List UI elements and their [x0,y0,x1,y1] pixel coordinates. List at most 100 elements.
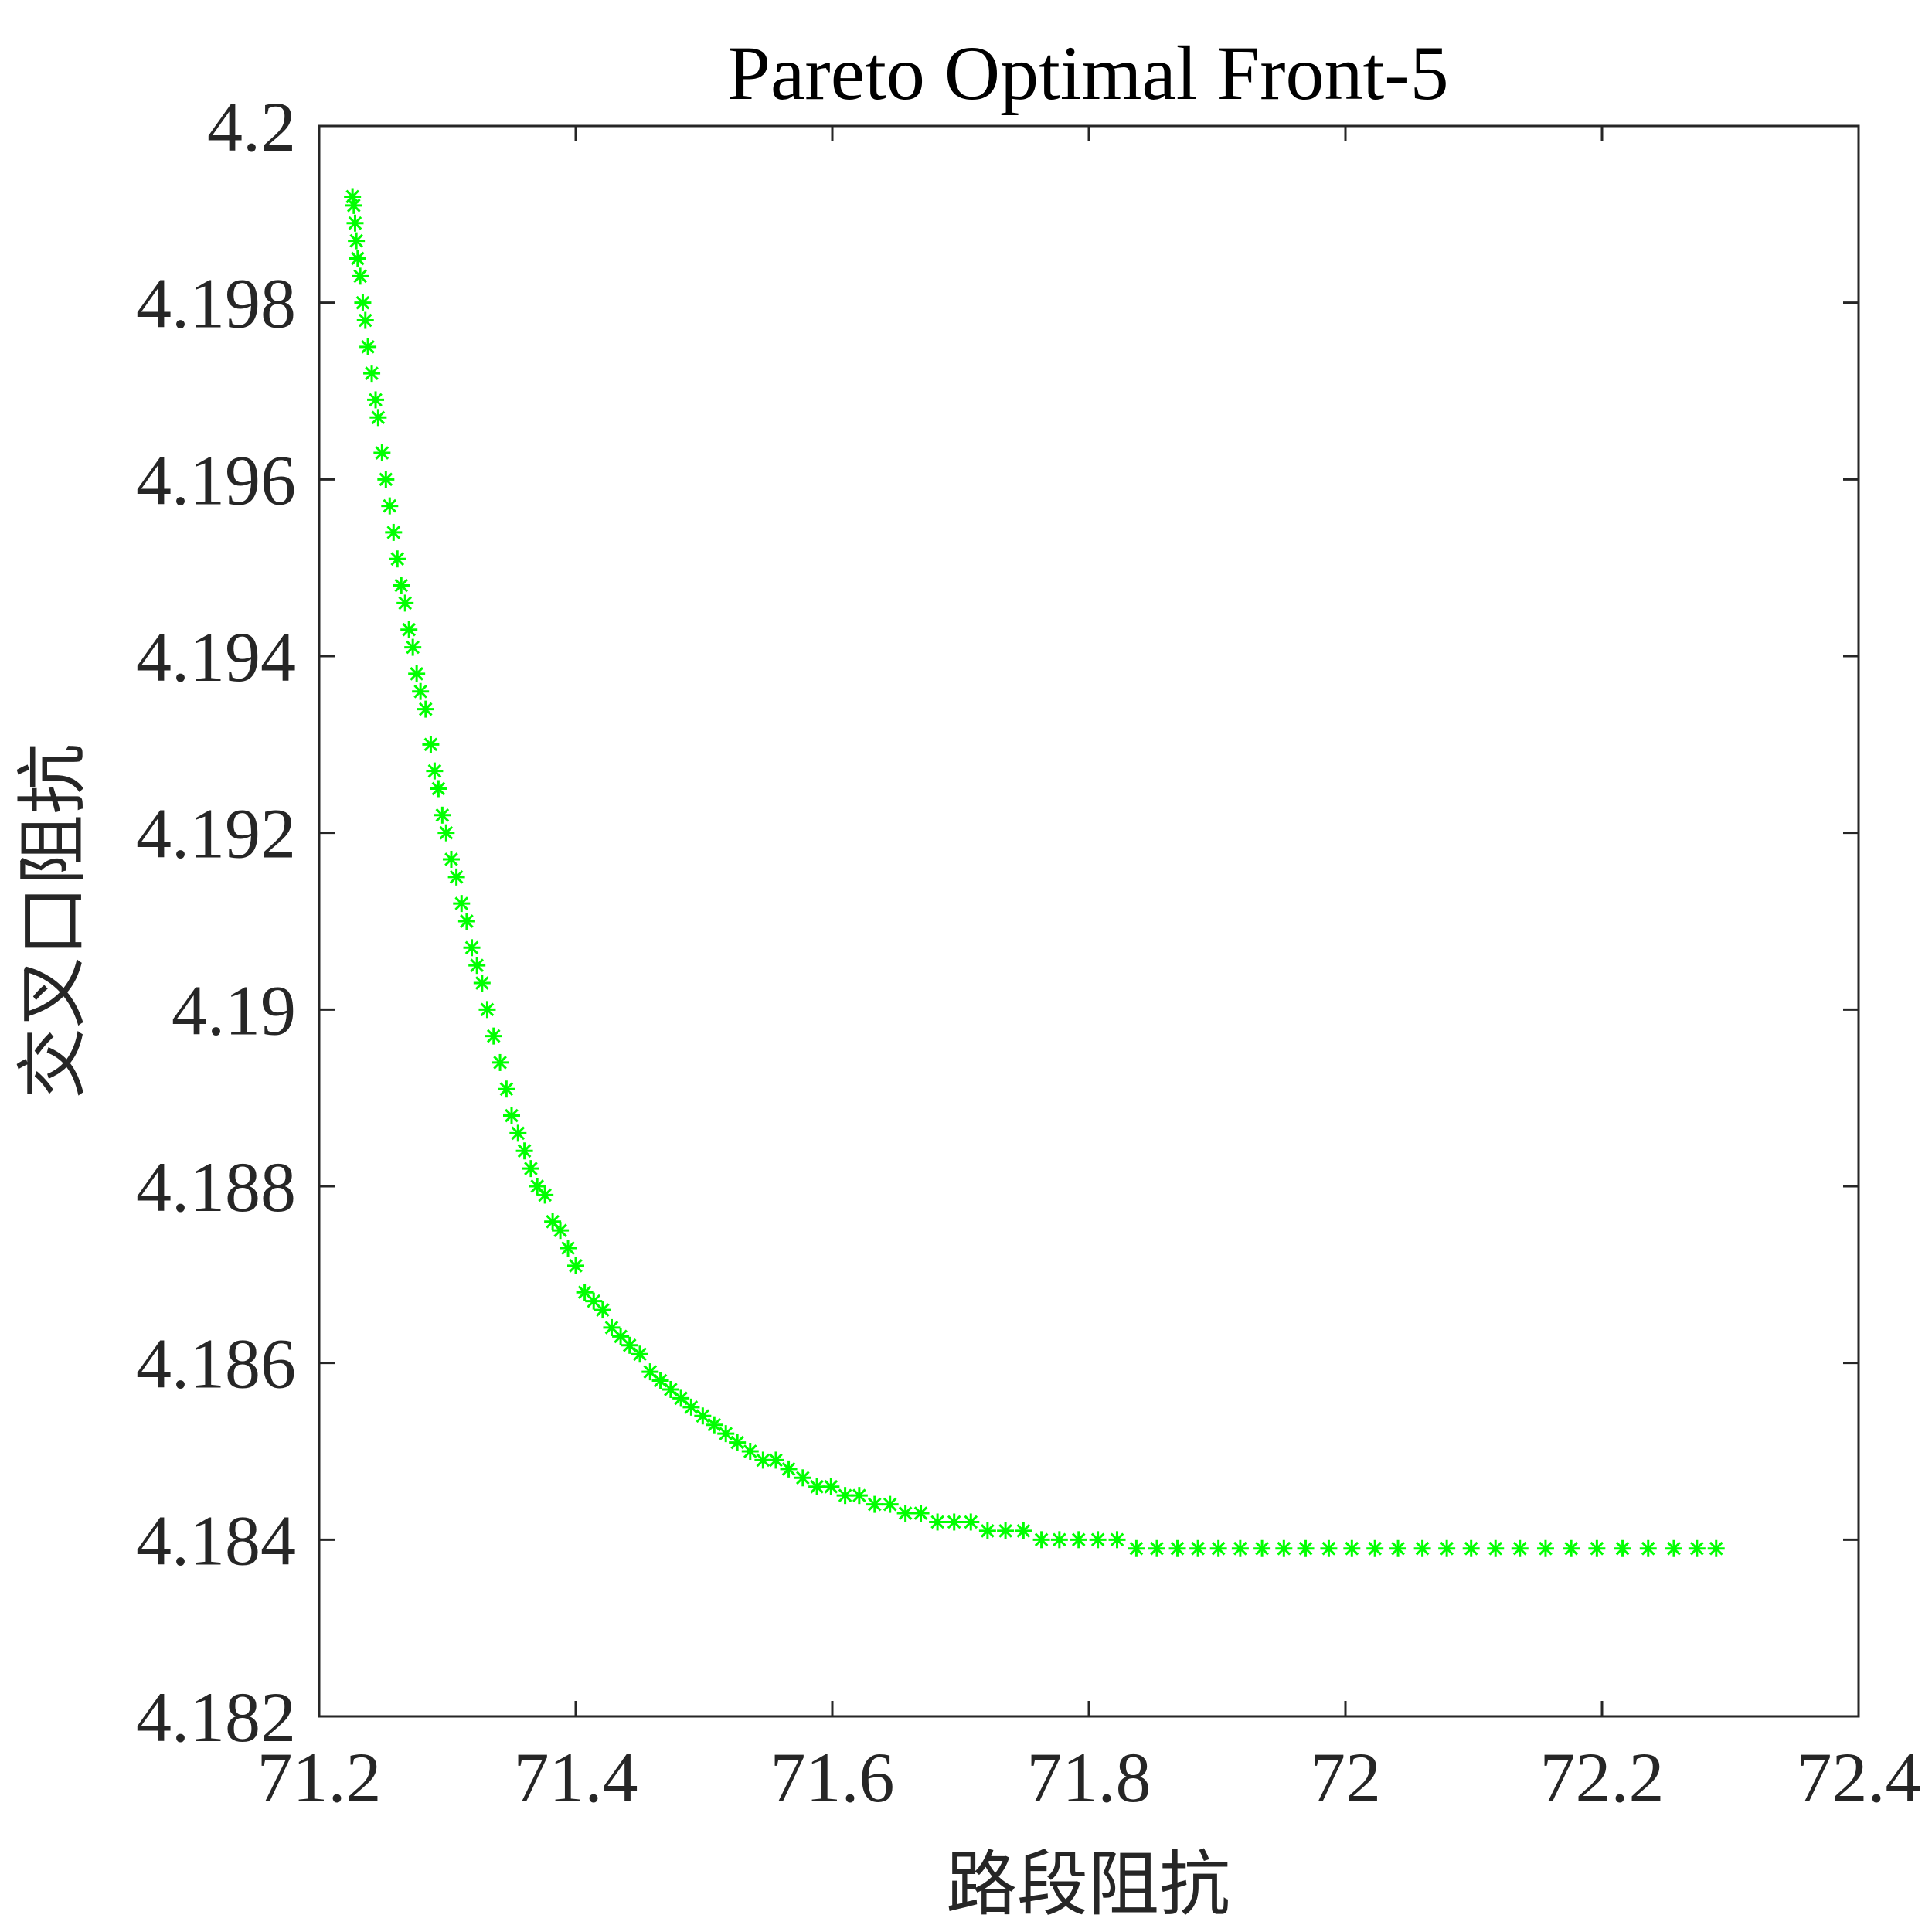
data-point [682,1398,700,1416]
data-point [430,780,447,798]
data-point [1209,1539,1227,1557]
data-point [1438,1539,1456,1557]
data-point [1275,1539,1293,1557]
x-tick-label: 71.2 [257,1738,382,1817]
y-axis-label: 交叉口阻抗 [12,743,94,1099]
data-point [1297,1539,1315,1557]
y-tick-label: 4.2 [207,87,296,166]
data-point [473,975,491,992]
data-point [1343,1539,1361,1557]
data-point [422,736,440,753]
data-point [1707,1539,1725,1557]
data-point [881,1495,899,1513]
x-tick-label: 71.8 [1027,1738,1151,1817]
data-point [780,1460,798,1478]
data-point [369,409,387,427]
data-point [377,471,395,488]
data-point [552,1222,570,1240]
data-point [1015,1522,1032,1539]
data-point [344,188,362,206]
data-point [385,523,403,541]
data-point [808,1478,826,1495]
data-point [694,1407,712,1425]
data-point [356,311,374,329]
data-point [509,1124,527,1142]
data-point [457,913,475,930]
data-point [478,1001,496,1019]
data-point [437,824,455,842]
y-tick-label: 4.182 [136,1678,296,1757]
data-point [389,550,406,568]
data-point [1168,1539,1186,1557]
data-point [997,1522,1015,1539]
data-point [393,577,410,594]
data-point [404,638,422,656]
data-point [468,957,486,975]
data-point [485,1027,502,1045]
data-point [408,665,426,682]
data-point [672,1389,690,1407]
data-point [1032,1531,1050,1549]
data-point [567,1257,584,1274]
x-tick-label: 71.6 [770,1738,895,1817]
data-point [1563,1539,1580,1557]
data-point [373,444,391,462]
data-point [1189,1539,1207,1557]
data-points [344,188,1725,1557]
data-point [978,1522,996,1539]
data-point [434,806,451,824]
data-point [396,594,414,612]
y-tick-label: 4.186 [136,1325,296,1403]
data-point [346,214,364,232]
data-point [515,1142,533,1160]
y-axis: 4.182 4.184 4.186 4.188 4.19 4.192 4.194 4.196 4… [136,87,1859,1757]
y-tick-label: 4.188 [136,1148,296,1226]
data-point [536,1186,554,1204]
data-point [866,1495,883,1513]
data-point [741,1443,759,1460]
data-point [463,939,481,957]
x-tick-label: 71.4 [514,1738,638,1817]
data-point [1639,1539,1657,1557]
data-point [794,1469,811,1487]
data-point [1050,1531,1068,1549]
x-tick-label: 72.4 [1797,1738,1921,1817]
data-point [400,621,418,638]
x-axis-label: 路段阻抗 [946,1843,1230,1926]
data-point [560,1240,577,1257]
data-point [345,196,362,214]
data-point [354,294,372,311]
data-point [412,682,430,700]
y-tick-label: 4.194 [136,617,296,696]
data-point [822,1478,840,1495]
data-point [447,868,465,886]
data-point [912,1505,930,1522]
data-point [767,1451,784,1469]
data-point [594,1301,611,1319]
data-point [522,1160,539,1178]
data-point [426,762,444,780]
data-point [729,1434,747,1451]
y-tick-label: 4.198 [136,264,296,343]
x-tick-label: 72.2 [1540,1738,1665,1817]
data-point [1588,1539,1606,1557]
data-point [453,895,471,913]
data-point [1511,1539,1529,1557]
data-point [896,1505,914,1522]
data-point [706,1416,723,1434]
data-point [348,232,366,250]
y-tick-label: 4.19 [172,971,296,1049]
data-point [349,250,366,267]
data-point [367,391,385,409]
data-point [1253,1539,1271,1557]
data-point [417,700,434,718]
data-point [631,1345,648,1363]
x-axis: 71.2 71.4 71.6 71.8 72 72.2 72.4 [257,126,1921,1817]
data-point [1148,1539,1165,1557]
data-point [352,267,369,285]
y-tick-label: 4.196 [136,440,296,519]
data-point [1108,1531,1126,1549]
data-point [1462,1539,1480,1557]
